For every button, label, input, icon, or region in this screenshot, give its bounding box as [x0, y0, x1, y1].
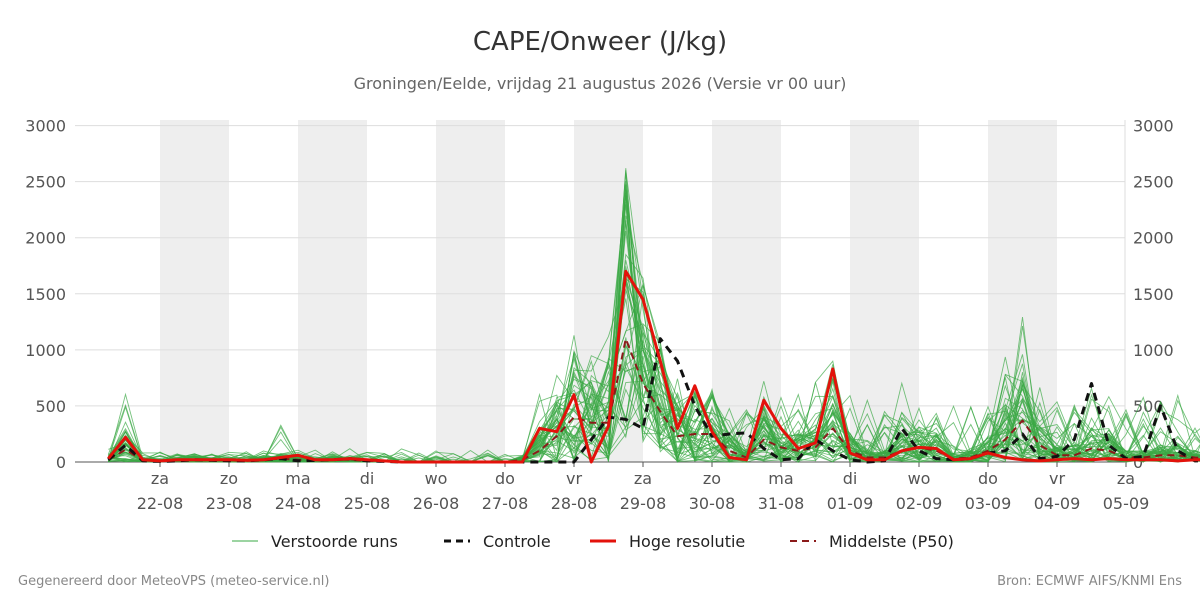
main-series	[107, 269, 1200, 464]
shade-band-2	[436, 120, 505, 462]
series-hoge-resolutie	[107, 269, 1200, 464]
x-tick-day-1: zo	[220, 469, 238, 488]
legend: Verstoorde runs Controle Hoge resolutie …	[232, 532, 954, 551]
series-controle	[107, 337, 1200, 464]
shade-band-6	[988, 120, 1057, 462]
x-tick-day-9: ma	[768, 469, 793, 488]
legend-label-control: Controle	[483, 532, 551, 551]
x-tick-date-4: 26-08	[413, 494, 460, 513]
y-tick-left-1500: 1500	[25, 285, 66, 304]
weekend-shading	[160, 120, 1057, 462]
legend-label-ensemble: Verstoorde runs	[271, 532, 398, 551]
x-tick-day-12: do	[978, 469, 998, 488]
x-tick-day-4: wo	[425, 469, 448, 488]
x-tick-day-0: za	[151, 469, 169, 488]
x-tick-day-7: za	[634, 469, 652, 488]
shade-band-5	[850, 120, 919, 462]
series-middelste-p50-	[107, 337, 1200, 463]
ensemble-run-50	[108, 204, 1200, 463]
x-tick-day-10: di	[843, 469, 858, 488]
y-tick-left-1000: 1000	[25, 341, 66, 360]
x-tick-date-8: 30-08	[689, 494, 736, 513]
x-tick-date-9: 31-08	[758, 494, 805, 513]
y-tick-left-500: 500	[35, 397, 66, 416]
x-tick-date-0: 22-08	[137, 494, 184, 513]
shade-band-1	[298, 120, 367, 462]
x-tick-day-8: zo	[703, 469, 721, 488]
x-tick-date-13: 04-09	[1034, 494, 1081, 513]
y-tick-left-2000: 2000	[25, 229, 66, 248]
y-tick-right-2000: 2000	[1133, 229, 1174, 248]
x-tick-day-11: wo	[908, 469, 931, 488]
grid-lines	[75, 120, 1126, 463]
chart-title: CAPE/Onweer (J/kg)	[473, 27, 727, 57]
x-tick-day-3: di	[360, 469, 375, 488]
x-tick-day-14: za	[1117, 469, 1135, 488]
x-tick-date-10: 01-09	[827, 494, 874, 513]
x-tick-day-6: vr	[566, 469, 582, 488]
x-tick-date-5: 27-08	[482, 494, 529, 513]
legend-label-hires: Hoge resolutie	[629, 532, 745, 551]
x-tick-date-6: 28-08	[551, 494, 598, 513]
y-tick-right-3000: 3000	[1133, 117, 1174, 136]
x-tick-date-14: 05-09	[1103, 494, 1150, 513]
footer-credit-right: Bron: ECMWF AIFS/KNMI Ens	[997, 574, 1182, 589]
y-tick-left-3000: 3000	[25, 117, 66, 136]
x-tick-date-1: 23-08	[206, 494, 253, 513]
x-tick-day-13: vr	[1049, 469, 1065, 488]
y-tick-left-2500: 2500	[25, 173, 66, 192]
y-tick-right-1500: 1500	[1133, 285, 1174, 304]
x-tick-day-2: ma	[285, 469, 310, 488]
y-tick-right-0: 0	[1133, 453, 1143, 472]
x-tick-date-2: 24-08	[275, 494, 322, 513]
shade-band-0	[160, 120, 229, 462]
x-tick-date-12: 03-09	[965, 494, 1012, 513]
y-tick-right-2500: 2500	[1133, 173, 1174, 192]
x-tick-date-7: 29-08	[620, 494, 667, 513]
ensemble-run-44	[108, 279, 1200, 463]
legend-label-median: Middelste (P50)	[829, 532, 954, 551]
x-tick-date-11: 02-09	[896, 494, 943, 513]
y-tick-left-0: 0	[56, 453, 66, 472]
y-tick-right-1000: 1000	[1133, 341, 1174, 360]
x-tick-date-3: 25-08	[344, 494, 391, 513]
footer-credit-left: Gegenereerd door MeteoVPS (meteo-service…	[18, 574, 329, 589]
x-axis-ticks: za 22-08 zo 23-08 ma 24-08 di 25-08 wo 26-08 do 27-…	[137, 462, 1150, 513]
chart-subtitle: Groningen/Eelde, vrijdag 21 augustus 202…	[354, 74, 847, 93]
x-tick-day-5: do	[495, 469, 515, 488]
